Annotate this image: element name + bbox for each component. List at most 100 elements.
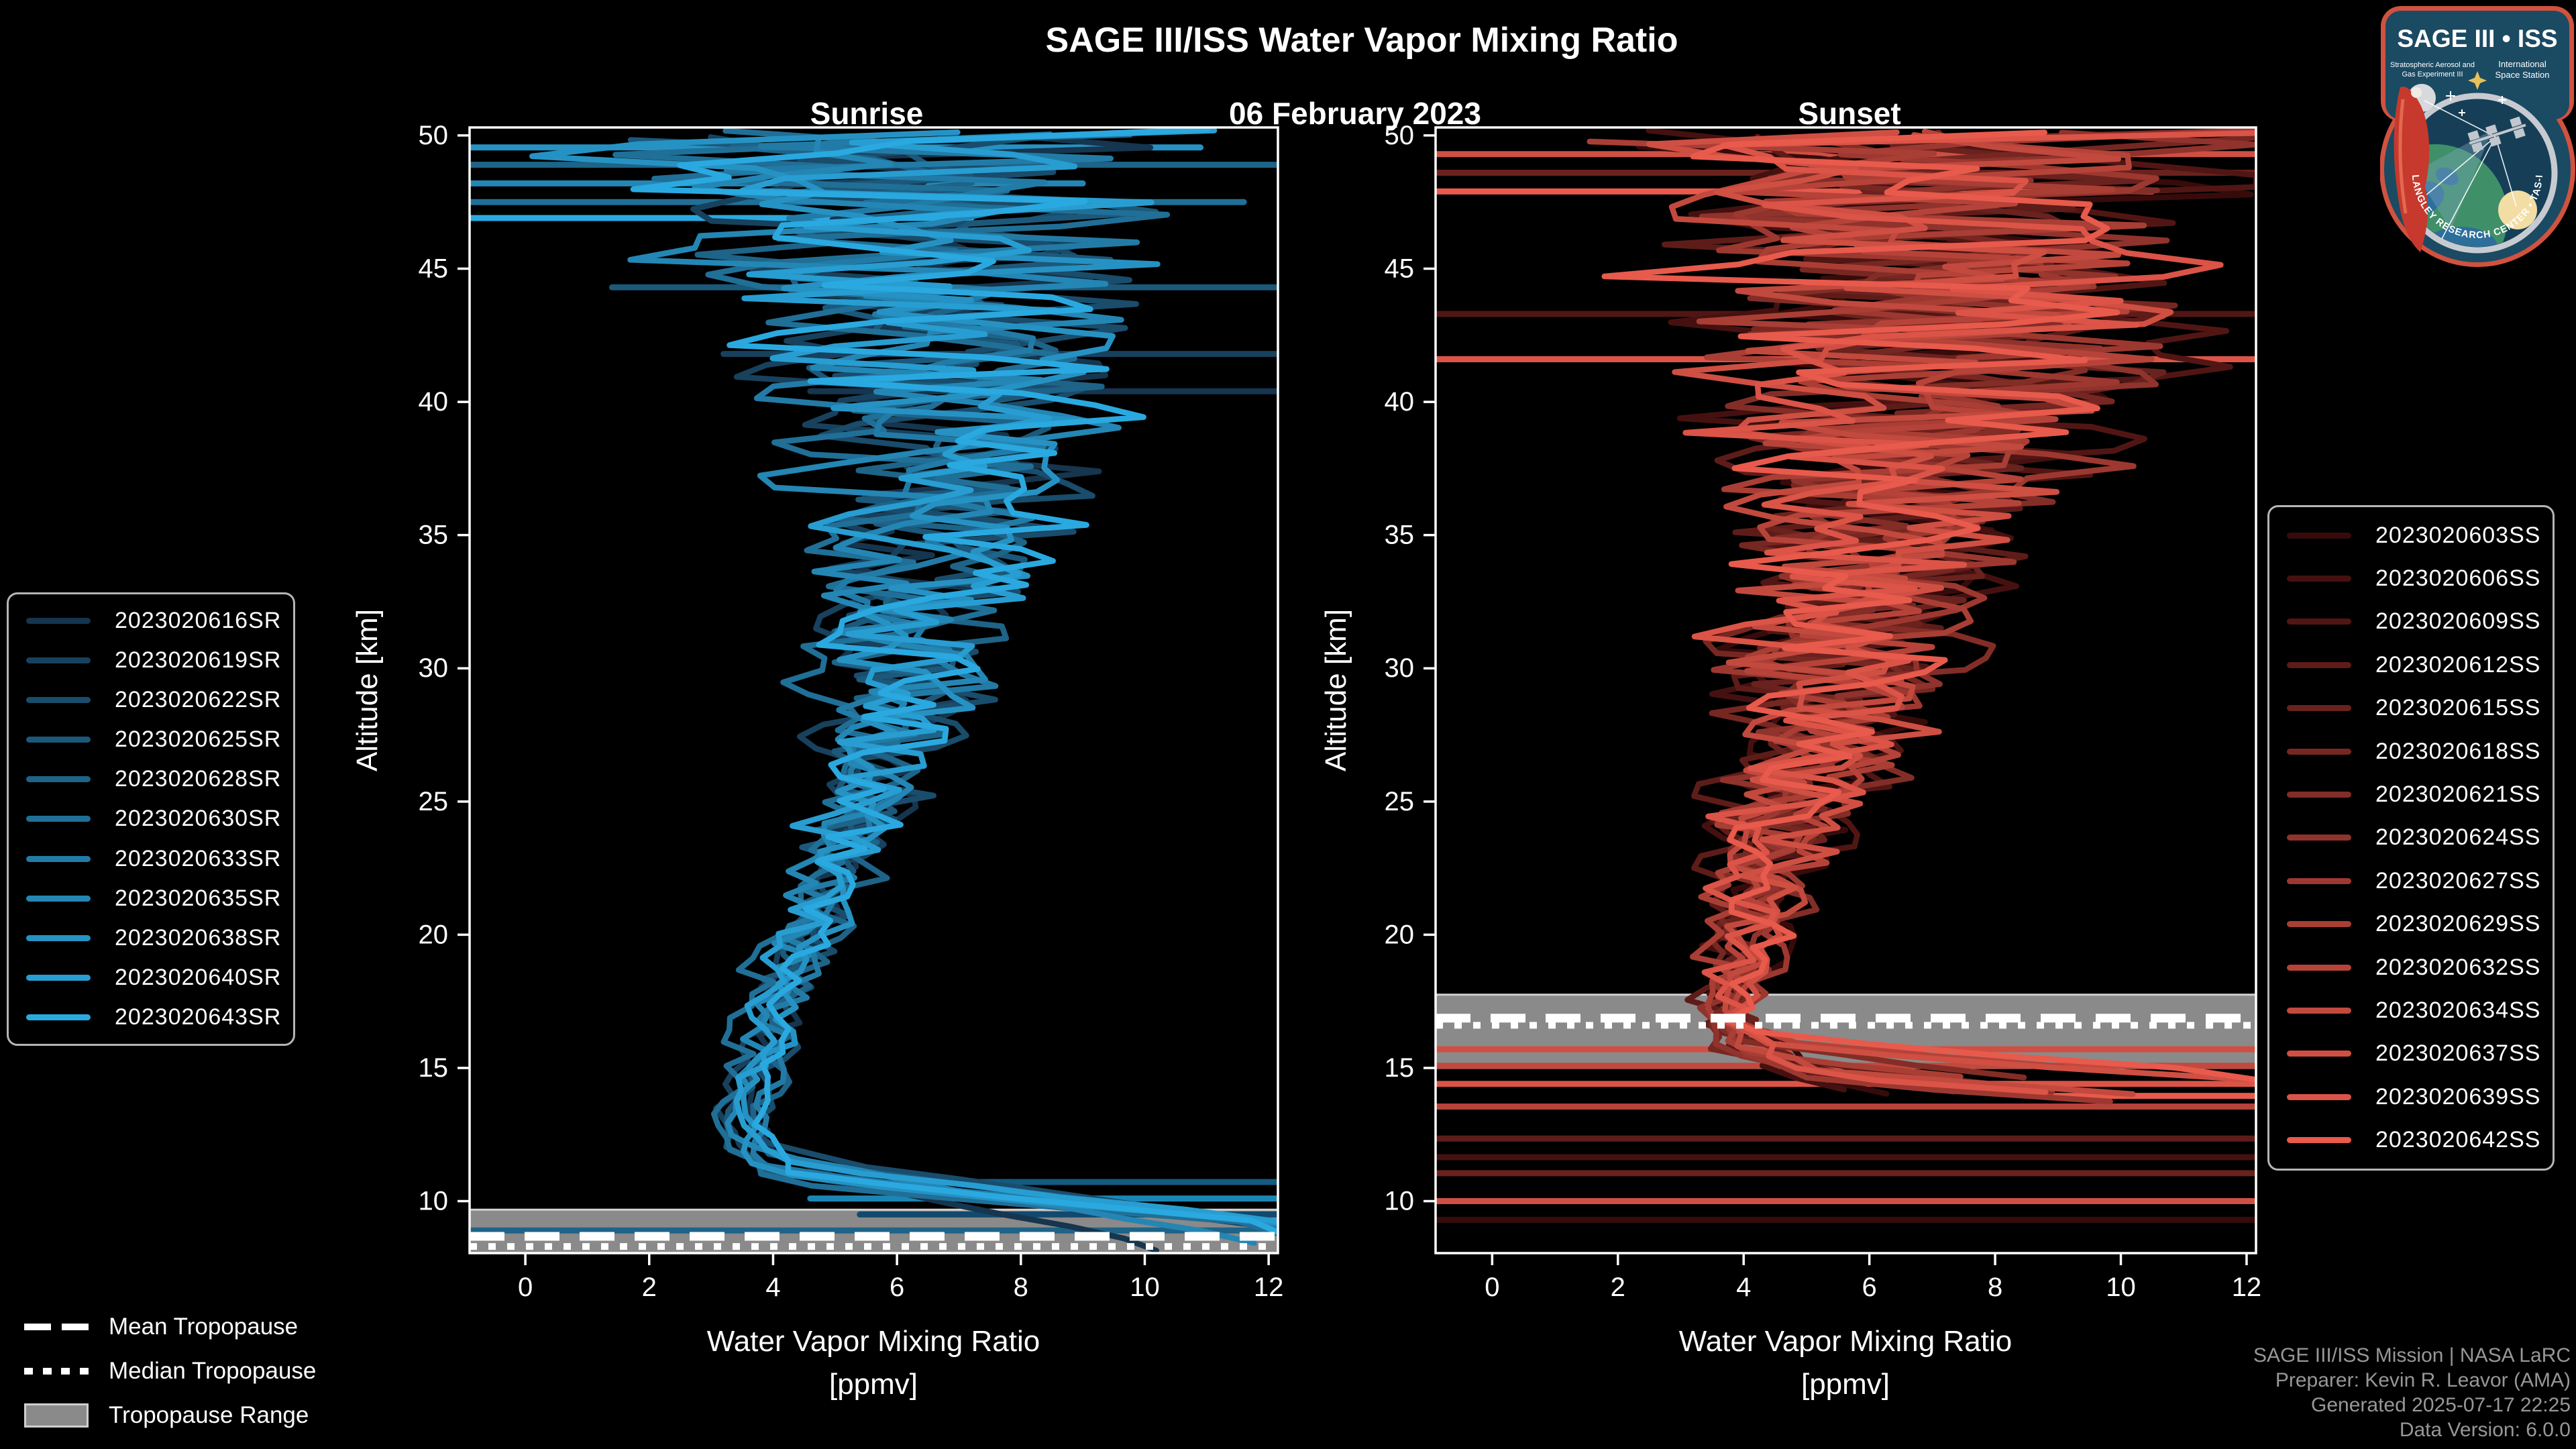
sunrise-x-axis-label: Water Vapor Mixing Ratio [ppmv] — [707, 1320, 1040, 1406]
legend-item-2023020628SR: 2023020628SR — [9, 766, 293, 792]
x-tick-label: 0 — [1485, 1273, 1499, 1302]
legend-label: Mean Tropopause — [109, 1313, 299, 1340]
series-color-swatch — [26, 895, 91, 902]
sunset-panel-header: Sunset — [1798, 96, 1901, 131]
y-tick-label: 20 — [1385, 920, 1415, 949]
x-axis-label-line1: Water Vapor Mixing Ratio — [1678, 1325, 2012, 1358]
dashed-line-swatch — [24, 1324, 89, 1330]
x-tick-label: 4 — [765, 1273, 780, 1302]
legend-item-2023020612SS: 2023020612SS — [2269, 652, 2553, 678]
x-axis-label-line1: Water Vapor Mixing Ratio — [706, 1325, 1040, 1358]
x-tick-label: 2 — [1611, 1273, 1625, 1302]
series-color-swatch — [2287, 532, 2351, 539]
series-label: 2023020619SR — [115, 647, 282, 674]
legend-label: Median Tropopause — [109, 1358, 317, 1384]
profile-curve — [529, 129, 1278, 1226]
sunset-series-legend: 2023020603SS 2023020606SS 2023020609SS 2023… — [2267, 505, 2555, 1171]
series-label: 2023020635SR — [115, 885, 282, 911]
page-title: SAGE III/ISS Water Vapor Mixing Ratio — [1045, 21, 1678, 60]
profile-curve — [630, 127, 1278, 1236]
series-label: 2023020621SS — [2375, 782, 2541, 808]
y-tick-label: 50 — [1385, 121, 1415, 150]
sunrise-plot-panel: 10 15 20 25 30 35 40 45 50 0 2 4 6 8 10 12 — [419, 121, 1284, 1302]
legend-label: Tropopause Range — [109, 1402, 309, 1428]
series-color-swatch — [2287, 1051, 2351, 1057]
series-label: 2023020637SS — [2375, 1040, 2541, 1067]
earth-illustration — [2404, 129, 2508, 247]
series-label: 2023020622SR — [115, 687, 282, 713]
series-label: 2023020609SS — [2375, 608, 2541, 635]
x-axis-label-line2: [ppmv] — [828, 1367, 918, 1401]
y-tick-label: 45 — [419, 254, 449, 283]
series-label: 2023020625SR — [115, 727, 282, 753]
legend-item-2023020618SS: 2023020618SS — [2269, 739, 2553, 765]
series-label: 2023020632SS — [2375, 954, 2541, 980]
y-tick-label: 35 — [1385, 521, 1415, 550]
series-label: 2023020612SS — [2375, 651, 2541, 678]
robed-figure — [2394, 87, 2430, 252]
sunset-x-axis-label: Water Vapor Mixing Ratio [ppmv] — [1679, 1320, 2012, 1406]
series-color-swatch — [2287, 705, 2351, 712]
series-color-swatch — [26, 934, 91, 941]
legend-item-2023020615SS: 2023020615SS — [2269, 695, 2553, 721]
logo-subtitle-right-1: International — [2498, 59, 2546, 69]
observation-beam — [2415, 129, 2493, 230]
sunrise-plot-area — [470, 127, 1278, 1253]
credit-generated: Generated 2025-07-17 22:25 — [2311, 1394, 2571, 1416]
sunset-plot-panel: 10 15 20 25 30 35 40 45 50 0 2 4 6 8 10 12 — [1385, 121, 2262, 1302]
sunrise-y-axis-label: Altitude [km] — [351, 608, 384, 772]
series-color-swatch — [2287, 877, 2351, 884]
profile-curve — [1601, 129, 2256, 1083]
x-tick-label: 12 — [2232, 1273, 2262, 1302]
series-color-swatch — [2287, 1007, 2351, 1014]
legend-item-2023020630SR: 2023020630SR — [9, 806, 293, 832]
series-color-swatch — [2287, 1137, 2351, 1144]
x-tick-label: 10 — [1130, 1273, 1160, 1302]
series-label: 2023020603SS — [2375, 522, 2541, 548]
legend-item-mean-tropopause: Mean Tropopause — [24, 1313, 316, 1340]
legend-item-2023020603SS: 2023020603SS — [2269, 523, 2553, 549]
series-color-swatch — [2287, 748, 2351, 755]
series-label: 2023020616SR — [115, 608, 282, 634]
series-color-swatch — [26, 657, 91, 664]
series-label: 2023020606SS — [2375, 566, 2541, 592]
series-color-swatch — [2287, 792, 2351, 798]
x-tick-label: 4 — [1736, 1273, 1751, 1302]
stars — [2446, 71, 2506, 116]
series-color-swatch — [2287, 921, 2351, 928]
legend-item-median-tropopause: Median Tropopause — [24, 1358, 316, 1385]
series-label: 2023020628SR — [115, 766, 282, 792]
legend-item-2023020634SS: 2023020634SS — [2269, 998, 2553, 1024]
series-color-swatch — [26, 1014, 91, 1020]
legend-item-tropopause-range: Tropopause Range — [24, 1402, 316, 1429]
logo-subtitle-left-1: Stratospheric Aerosol and — [2390, 61, 2475, 69]
legend-item-2023020609SS: 2023020609SS — [2269, 608, 2553, 635]
logo-subtitle-left-2: Gas Experiment III — [2402, 70, 2463, 78]
sage-iii-iss-mission-logo: SAGE III • ISS Stratospheric Aerosol and… — [2380, 5, 2575, 267]
series-color-swatch — [2287, 661, 2351, 668]
series-color-swatch — [2287, 619, 2351, 625]
series-color-swatch — [26, 697, 91, 704]
legend-item-2023020639SS: 2023020639SS — [2269, 1084, 2553, 1110]
x-tick-label: 8 — [1988, 1273, 2002, 1302]
legend-item-2023020637SS: 2023020637SS — [2269, 1040, 2553, 1067]
y-tick-label: 30 — [419, 653, 449, 683]
legend-item-2023020635SR: 2023020635SR — [9, 885, 293, 912]
series-label: 2023020638SR — [115, 924, 282, 951]
band-swatch — [24, 1403, 89, 1428]
legend-item-2023020633SR: 2023020633SR — [9, 846, 293, 872]
legend-item-2023020643SR: 2023020643SR — [9, 1004, 293, 1030]
credit-data-version: Data Version: 6.0.0 — [2399, 1419, 2571, 1441]
date-subtitle: 06 February 2023 — [1229, 96, 1481, 131]
logo-title: SAGE III • ISS — [2397, 25, 2557, 52]
legend-item-2023020619SR: 2023020619SR — [9, 647, 293, 674]
series-color-swatch — [26, 618, 91, 625]
y-tick-label: 20 — [419, 920, 449, 949]
sunrise-series-legend: 2023020616SR 2023020619SR 2023020622SR 2023… — [7, 592, 295, 1046]
series-color-swatch — [2287, 964, 2351, 971]
x-tick-label: 0 — [518, 1273, 533, 1302]
legend-item-2023020625SR: 2023020625SR — [9, 727, 293, 753]
series-color-swatch — [26, 737, 91, 743]
y-tick-label: 40 — [419, 387, 449, 417]
y-tick-label: 10 — [1385, 1187, 1415, 1216]
